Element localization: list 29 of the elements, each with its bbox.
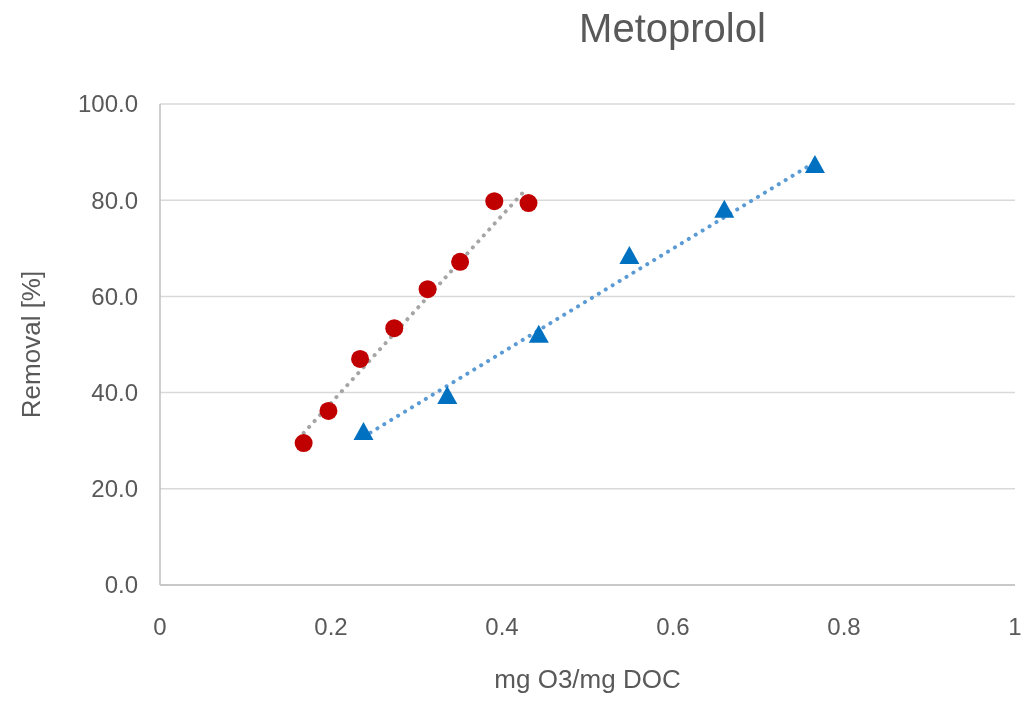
point	[714, 199, 735, 218]
y-tick-label: 60.0	[91, 282, 138, 310]
point	[528, 324, 549, 343]
x-tick-label: 0.8	[827, 613, 861, 640]
x-tick-label: 0	[153, 613, 167, 640]
y-tick-label: 40.0	[91, 379, 138, 406]
x-tick-label: 0.4	[485, 613, 519, 640]
point	[351, 349, 370, 368]
point	[619, 245, 640, 264]
point	[418, 280, 437, 299]
point	[294, 434, 313, 453]
x-tick-label: 1	[1008, 613, 1022, 640]
point	[451, 252, 470, 271]
point	[353, 422, 374, 440]
y-axis-title: Removal [%]	[16, 270, 46, 419]
y-tick-label: 20.0	[91, 475, 138, 503]
y-tick-label: 0.0	[104, 571, 138, 599]
point	[804, 155, 825, 174]
point	[437, 385, 458, 404]
point	[385, 319, 404, 338]
x-tick-label: 0.2	[314, 613, 348, 640]
point	[319, 401, 338, 420]
y-tick-label: 80.0	[91, 186, 138, 214]
point	[519, 194, 538, 213]
y-tick-label: 100.0	[77, 90, 138, 118]
x-axis-title: mg O3/mg DOC	[494, 664, 681, 694]
chart-title: Metoprolol	[579, 6, 766, 50]
point	[485, 192, 504, 211]
x-tick-label: 0.6	[656, 613, 690, 640]
